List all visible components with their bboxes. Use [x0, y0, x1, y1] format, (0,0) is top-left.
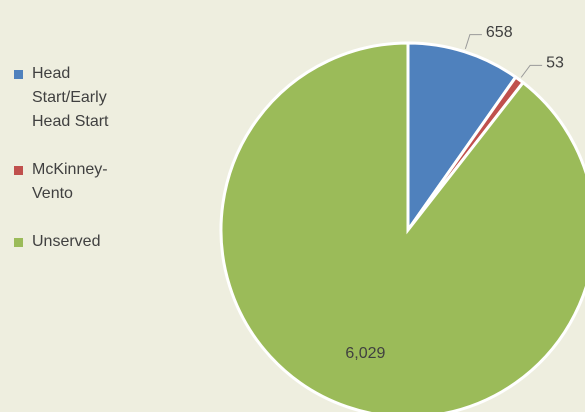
- legend: Head Start/Early Head Start McKinney-Vent…: [12, 62, 162, 278]
- data-label: 6,029: [345, 345, 385, 362]
- pie-slice: [406, 41, 518, 235]
- legend-label: Head Start/Early Head Start: [32, 65, 109, 130]
- legend-label: Unserved: [32, 233, 101, 250]
- legend-swatch: [14, 70, 23, 79]
- legend-swatch: [14, 166, 23, 175]
- legend-item: Unserved: [12, 230, 136, 254]
- data-label: 53: [546, 55, 564, 72]
- legend-item: Head Start/Early Head Start: [12, 62, 136, 134]
- legend-item: McKinney-Vento: [12, 158, 136, 206]
- leader-line: [520, 64, 543, 78]
- legend-swatch: [14, 238, 23, 247]
- leader-line: [464, 34, 482, 50]
- pie-slice: [219, 41, 585, 412]
- data-label: 658: [486, 24, 513, 41]
- legend-label: McKinney-Vento: [32, 161, 108, 202]
